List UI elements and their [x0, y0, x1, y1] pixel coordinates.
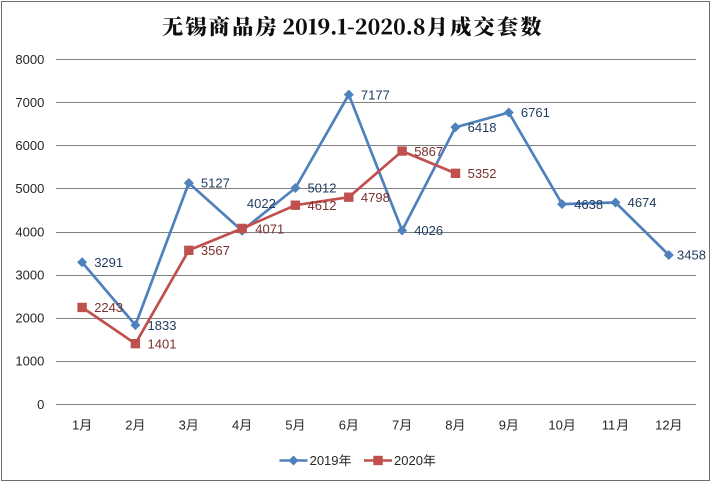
svg-text:5000: 5000: [15, 181, 44, 196]
svg-text:6: 6: [339, 418, 346, 433]
svg-text:7: 7: [392, 418, 399, 433]
svg-text:6000: 6000: [15, 138, 44, 153]
svg-text:11: 11: [602, 418, 616, 433]
svg-text:4612: 4612: [308, 198, 337, 213]
svg-text:5127: 5127: [201, 176, 230, 191]
svg-text:2019: 2019: [310, 453, 339, 468]
svg-text:1000: 1000: [15, 354, 44, 369]
svg-text:4000: 4000: [15, 224, 44, 239]
svg-text:5012: 5012: [308, 181, 337, 196]
svg-text:2020: 2020: [394, 453, 423, 468]
svg-text:4798: 4798: [361, 190, 390, 205]
svg-text:8: 8: [445, 418, 452, 433]
svg-text:1833: 1833: [148, 318, 177, 333]
svg-text:3458: 3458: [677, 248, 706, 263]
svg-text:5: 5: [285, 418, 292, 433]
svg-text:7000: 7000: [15, 95, 44, 110]
svg-text:12: 12: [655, 418, 669, 433]
svg-text:1: 1: [72, 418, 79, 433]
svg-text:1401: 1401: [148, 336, 177, 351]
svg-text:10: 10: [548, 418, 562, 433]
svg-text:5867: 5867: [414, 144, 443, 159]
svg-text:8000: 8000: [15, 52, 44, 67]
svg-text:2000: 2000: [15, 311, 44, 326]
svg-text:3000: 3000: [15, 267, 44, 282]
svg-text:4674: 4674: [628, 195, 657, 210]
svg-text:2243: 2243: [94, 300, 123, 315]
svg-text:4: 4: [232, 418, 239, 433]
svg-text:4638: 4638: [574, 197, 603, 212]
svg-text:9: 9: [499, 418, 506, 433]
svg-text:3567: 3567: [201, 243, 230, 258]
svg-text:0: 0: [37, 397, 44, 412]
svg-text:7177: 7177: [361, 87, 390, 102]
svg-text:4026: 4026: [414, 223, 443, 238]
svg-text:4071: 4071: [255, 221, 284, 236]
svg-text:2: 2: [125, 418, 132, 433]
svg-text:3: 3: [179, 418, 186, 433]
svg-text:3291: 3291: [94, 255, 123, 270]
svg-text:5352: 5352: [468, 166, 497, 181]
svg-text:4022: 4022: [247, 196, 276, 211]
svg-text:6761: 6761: [521, 105, 550, 120]
svg-text:6418: 6418: [468, 120, 497, 135]
